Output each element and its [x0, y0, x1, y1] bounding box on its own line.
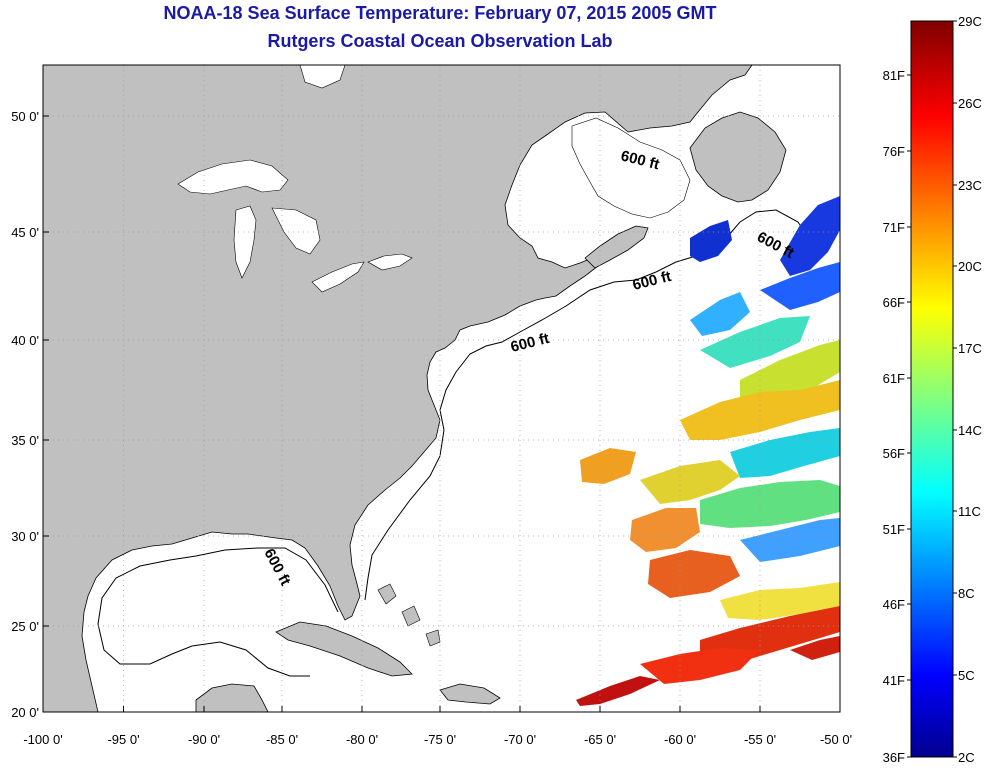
- lake-erie: [311, 261, 365, 293]
- lon-label: -60 0': [664, 732, 696, 747]
- colorbar-celsius-label: 11C: [958, 504, 981, 519]
- sst-data-layer: [576, 196, 840, 706]
- colorbar-celsius-label: 20C: [958, 259, 982, 274]
- colorbar-fahrenheit-label: 46F: [883, 597, 905, 612]
- gulf-600ft-contour: [97, 547, 339, 677]
- lake-ontario: [367, 253, 413, 271]
- lon-label: -90 0': [188, 732, 220, 747]
- yucatan-land: [195, 683, 269, 712]
- colorbar-celsius-label: 8C: [958, 586, 975, 601]
- map-frame: [42, 64, 841, 713]
- lon-label: -95 0': [107, 732, 139, 747]
- colorbar-fahrenheit-label: 71F: [883, 220, 905, 235]
- colorbar-fahrenheit-label: 56F: [883, 446, 905, 461]
- hispaniola-land: [439, 683, 501, 705]
- bahamas-land: [377, 583, 441, 647]
- lon-label: -85 0': [266, 732, 298, 747]
- lon-label: -50 0': [820, 732, 852, 747]
- colorbar-fahrenheit-label: 36F: [883, 750, 905, 765]
- colorbar-celsius-label: 14C: [958, 423, 982, 438]
- map-title: NOAA-18 Sea Surface Temperature: Februar…: [163, 3, 717, 23]
- colorbar-celsius-label: 23C: [958, 178, 982, 193]
- atlantic-600ft-contour: [364, 235, 729, 601]
- axis-ticks: [42, 115, 841, 713]
- colorbar: [910, 20, 954, 758]
- lat-label: 40 0': [11, 333, 39, 348]
- colorbar-celsius-label: 29C: [958, 14, 982, 29]
- lon-label: -100 0': [23, 732, 62, 747]
- lon-label: -80 0': [346, 732, 378, 747]
- gulf-st-lawrence: [571, 117, 691, 219]
- james-bay: [299, 65, 346, 89]
- lat-label: 35 0': [11, 433, 39, 448]
- lake-huron: [271, 207, 321, 255]
- lon-label: -70 0': [504, 732, 536, 747]
- colorbar-celsius-label: 2C: [958, 750, 975, 765]
- lon-label: -75 0': [424, 732, 456, 747]
- lake-superior: [177, 159, 289, 195]
- lat-label: 25 0': [11, 619, 39, 634]
- colorbar-celsius-label: 5C: [958, 668, 975, 683]
- map-subtitle: Rutgers Coastal Ocean Observation Lab: [267, 31, 613, 51]
- colorbar-fahrenheit-label: 41F: [883, 673, 905, 688]
- lat-label: 45 0': [11, 225, 39, 240]
- colorbar-celsius-label: 26C: [958, 96, 982, 111]
- nova-scotia-land: [584, 225, 649, 269]
- colorbar-celsius-label: 17C: [958, 341, 982, 356]
- colorbar-fahrenheit-label: 51F: [883, 522, 905, 537]
- lon-label: -65 0': [584, 732, 616, 747]
- colorbar-fahrenheit-label: 66F: [883, 295, 905, 310]
- north-america-land: [43, 65, 753, 712]
- lake-michigan: [233, 205, 257, 279]
- colorbar-fahrenheit-label: 76F: [883, 144, 905, 159]
- colorbar-ticks: [907, 20, 957, 758]
- lon-label: -55 0': [744, 732, 776, 747]
- lat-label: 50 0': [11, 109, 39, 124]
- lat-label: 20 0': [11, 705, 39, 720]
- colorbar-fahrenheit-label: 81F: [883, 68, 905, 83]
- lat-label: 30 0': [11, 529, 39, 544]
- colorbar-fahrenheit-label: 61F: [883, 371, 905, 386]
- cuba-land: [275, 621, 413, 677]
